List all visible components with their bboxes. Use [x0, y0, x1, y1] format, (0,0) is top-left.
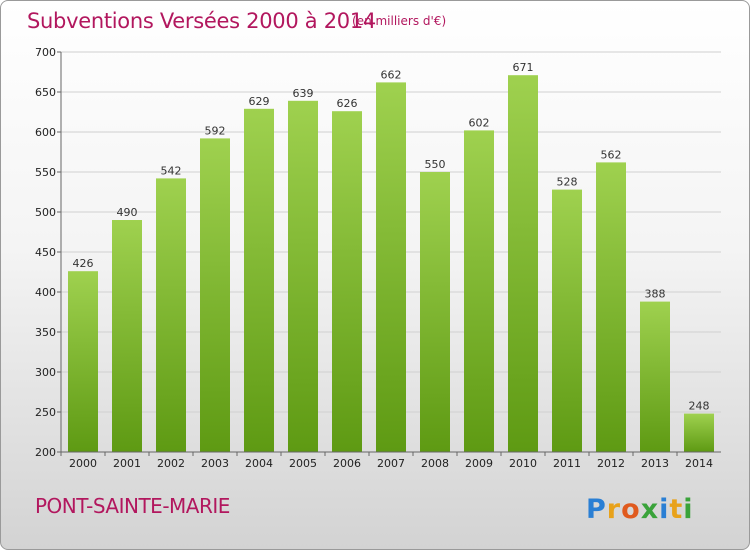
data-label: 662 — [381, 68, 402, 81]
chart-title: Subventions Versées 2000 à 2014 — [27, 9, 376, 33]
data-label: 490 — [117, 206, 138, 219]
data-label: 248 — [689, 400, 710, 413]
data-label: 629 — [249, 95, 270, 108]
bar — [684, 413, 714, 452]
x-tick-label: 2008 — [421, 457, 449, 470]
data-label: 550 — [425, 158, 446, 171]
y-tick-label: 200 — [35, 446, 56, 459]
bar — [288, 100, 318, 453]
chart-subtitle: (en milliers d'€) — [352, 14, 447, 28]
bar — [332, 111, 362, 452]
x-tick-label: 2011 — [553, 457, 581, 470]
bar — [200, 138, 230, 452]
x-tick-label: 2006 — [333, 457, 361, 470]
data-label: 602 — [469, 116, 490, 129]
bar — [508, 75, 538, 452]
bar — [376, 82, 406, 453]
data-label: 592 — [205, 124, 226, 137]
y-tick-label: 500 — [35, 206, 56, 219]
x-tick-label: 2001 — [113, 457, 141, 470]
y-tick-label: 650 — [35, 86, 56, 99]
bar — [552, 189, 582, 452]
x-tick-label: 2009 — [465, 457, 493, 470]
x-tick-label: 2007 — [377, 457, 405, 470]
svg-text:Proxiti: Proxiti — [586, 494, 694, 525]
bar — [640, 301, 670, 452]
bar — [596, 162, 626, 452]
x-tick-label: 2003 — [201, 457, 229, 470]
bar — [156, 178, 186, 452]
y-tick-label: 400 — [35, 286, 56, 299]
data-label: 426 — [73, 257, 94, 270]
data-label: 562 — [601, 148, 622, 161]
x-tick-label: 2000 — [69, 457, 97, 470]
data-label: 542 — [161, 164, 182, 177]
town-name: PONT-SAINTE-MARIE — [35, 494, 230, 518]
y-tick-label: 550 — [35, 166, 56, 179]
x-tick-label: 2010 — [509, 457, 537, 470]
y-tick-label: 300 — [35, 366, 56, 379]
bar — [420, 172, 450, 452]
x-tick-label: 2012 — [597, 457, 625, 470]
data-label: 626 — [337, 97, 358, 110]
bar — [464, 130, 494, 452]
x-tick-label: 2013 — [641, 457, 669, 470]
x-tick-label: 2002 — [157, 457, 185, 470]
data-label: 671 — [513, 61, 534, 74]
x-tick-label: 2004 — [245, 457, 273, 470]
bars — [68, 75, 714, 453]
y-tick-label: 450 — [35, 246, 56, 259]
x-tick-label: 2014 — [685, 457, 713, 470]
proxiti-logo: Proxiti — [586, 494, 694, 525]
bar — [68, 271, 98, 452]
bar — [244, 108, 274, 453]
data-label: 528 — [557, 176, 578, 189]
axes: 200 250 300 350 400 450 500 550 600 650 700 2000 200… — [35, 46, 721, 470]
data-label: 388 — [645, 288, 666, 301]
data-labels: 426 490 542 592 629 639 626 662 550 602 671 528 562 3… — [73, 61, 710, 412]
y-tick-label: 600 — [35, 126, 56, 139]
y-tick-label: 700 — [35, 46, 56, 59]
y-tick-label: 350 — [35, 326, 56, 339]
bar — [112, 220, 142, 452]
y-tick-label: 250 — [35, 406, 56, 419]
x-tick-label: 2005 — [289, 457, 317, 470]
data-label: 639 — [293, 87, 314, 100]
